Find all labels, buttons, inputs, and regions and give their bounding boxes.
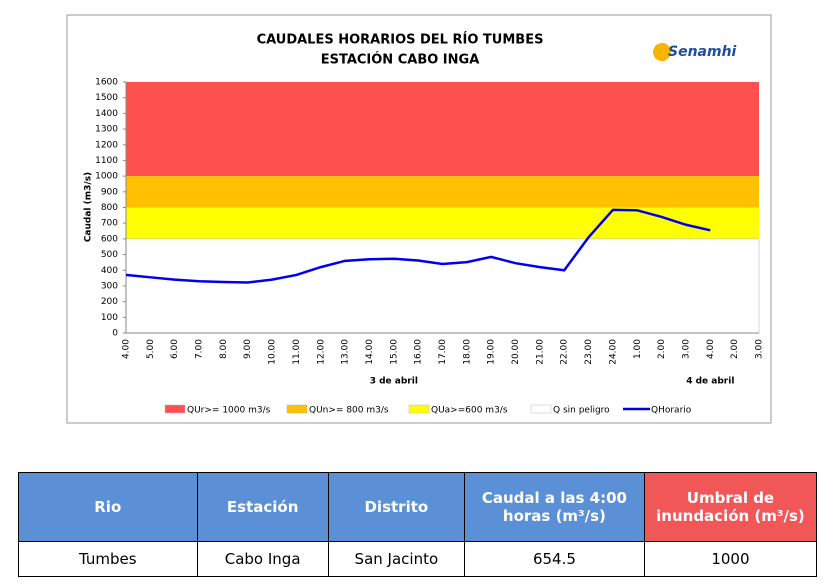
y-tick-label: 0 (112, 329, 118, 339)
legend-label: Q sin peligro (553, 406, 610, 416)
legend-label: QUr>= 1000 m3/s (187, 406, 271, 416)
band (126, 207, 759, 239)
y-tick-label: 1300 (95, 125, 118, 135)
y-tick-label: 1100 (95, 156, 118, 166)
chart: CAUDALES HORARIOS DEL RÍO TUMBES ESTACIÓ… (66, 14, 772, 424)
y-tick-label: 900 (101, 187, 118, 197)
legend-swatch (164, 404, 186, 414)
band (126, 82, 759, 177)
chart-subtitle: ESTACIÓN CABO INGA (321, 52, 480, 68)
y-tick-label: 1400 (95, 109, 118, 119)
x-tick-label: 24.00 (608, 339, 618, 365)
x-tick-label: 13.00 (341, 339, 351, 365)
table-header: Estación (196, 472, 329, 542)
y-tick-label: 500 (101, 250, 118, 260)
y-tick-label: 700 (101, 219, 118, 229)
x-tick-label: 23.00 (584, 339, 594, 365)
legend-label: QUn>= 800 m3/s (309, 406, 389, 416)
y-tick-label: 800 (101, 203, 118, 213)
x-tick-label: 4.00 (706, 339, 716, 359)
x-tick-label: 11.00 (292, 339, 302, 365)
x-tick-label: 3.00 (681, 339, 691, 359)
x-tick-label: 18.00 (462, 339, 472, 365)
y-tick-label: 600 (101, 234, 118, 244)
legend-swatch (530, 404, 552, 414)
table-header: Distrito (327, 472, 465, 542)
x-tick-label: 5.00 (146, 339, 156, 359)
y-tick-label: 400 (101, 266, 118, 276)
x-tick-label: 9.00 (243, 339, 253, 359)
y-axis-label: Caudal (m3/s) (84, 172, 94, 242)
band (125, 238, 760, 334)
annotation: 4 de abril (686, 377, 734, 387)
x-tick-label: 8.00 (219, 339, 229, 359)
x-tick-label: 22.00 (560, 339, 570, 365)
table-header: Rio (18, 472, 198, 542)
summary-table: Rio Estación Distrito Caudal a las 4:00 hor… (18, 472, 818, 577)
x-tick-label: 21.00 (535, 339, 545, 365)
logo-icon (653, 43, 671, 61)
logo: Senamhi (668, 44, 737, 60)
y-tick-label: 1500 (95, 93, 118, 103)
annotation: 3 de abril (370, 377, 418, 387)
legend-swatch (286, 404, 308, 414)
y-tick-label: 100 (101, 313, 118, 323)
x-tick-label: 3.00 (755, 339, 765, 359)
table-cell: 654.5 (463, 541, 645, 577)
x-tick-label: 19.00 (487, 339, 497, 365)
x-tick-label: 20.00 (511, 339, 521, 365)
legend-label: QHorario (651, 406, 692, 416)
x-tick-label: 16.00 (414, 339, 424, 365)
x-tick-label: 1.00 (633, 339, 643, 359)
y-tick-label: 200 (101, 297, 118, 307)
table-cell: Tumbes (18, 541, 198, 577)
legend-label: QUa>=600 m3/s (431, 406, 508, 416)
chart-title: CAUDALES HORARIOS DEL RÍO TUMBES (257, 32, 544, 48)
band (126, 176, 759, 208)
x-tick-label: 6.00 (170, 339, 180, 359)
table-cell: 1000 (643, 541, 818, 577)
x-tick-label: 14.00 (365, 339, 375, 365)
y-tick-label: 1600 (95, 78, 118, 88)
x-tick-label: 17.00 (438, 339, 448, 365)
x-tick-label: 7.00 (195, 339, 205, 359)
table-header: Caudal a las 4:00 horas (m³/s) (463, 472, 645, 542)
table-cell: San Jacinto (327, 541, 465, 577)
y-tick-label: 300 (101, 281, 118, 291)
x-tick-label: 15.00 (389, 339, 399, 365)
table-row: Tumbes Cabo Inga San Jacinto 654.5 1000 (18, 541, 818, 577)
x-tick-label: 4.00 (122, 339, 132, 359)
table-cell: Cabo Inga (196, 541, 329, 577)
x-tick-label: 2.00 (657, 339, 667, 359)
series-line (125, 208, 711, 284)
legend-swatch (408, 404, 430, 414)
table-header: Umbral de inundación (m³/s) (643, 472, 818, 542)
x-tick-label: 10.00 (268, 339, 278, 365)
x-tick-label: 12.00 (316, 339, 326, 365)
x-tick-label: 2.00 (730, 339, 740, 359)
y-tick-label: 1000 (95, 172, 118, 182)
y-tick-label: 1200 (95, 140, 118, 150)
